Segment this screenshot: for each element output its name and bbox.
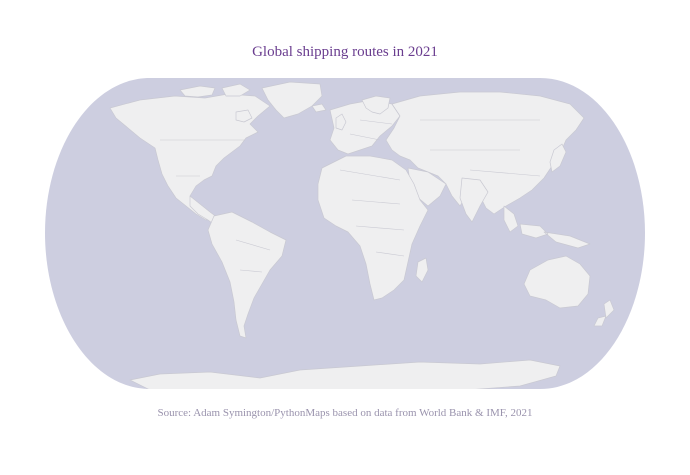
- north-america: [109, 93, 271, 221]
- new-zealand: [593, 299, 615, 327]
- arctic-islands: [179, 83, 253, 123]
- greenland: [261, 81, 323, 119]
- british-isles: [335, 113, 347, 131]
- japan: [549, 143, 567, 173]
- africa: [317, 155, 429, 301]
- map-title: Global shipping routes in 2021: [252, 44, 438, 60]
- asia: [385, 91, 585, 215]
- land-masses: [109, 81, 615, 389]
- australia: [523, 255, 591, 309]
- southeast-asia: [503, 205, 591, 249]
- india: [459, 177, 489, 223]
- country-borders: [160, 119, 541, 273]
- scandinavia: [361, 95, 391, 115]
- source-caption: Source: Adam Symington/PythonMaps based …: [157, 407, 533, 419]
- madagascar: [415, 257, 429, 283]
- iceland: [311, 103, 327, 113]
- south-america: [207, 211, 287, 339]
- antarctica: [129, 359, 561, 389]
